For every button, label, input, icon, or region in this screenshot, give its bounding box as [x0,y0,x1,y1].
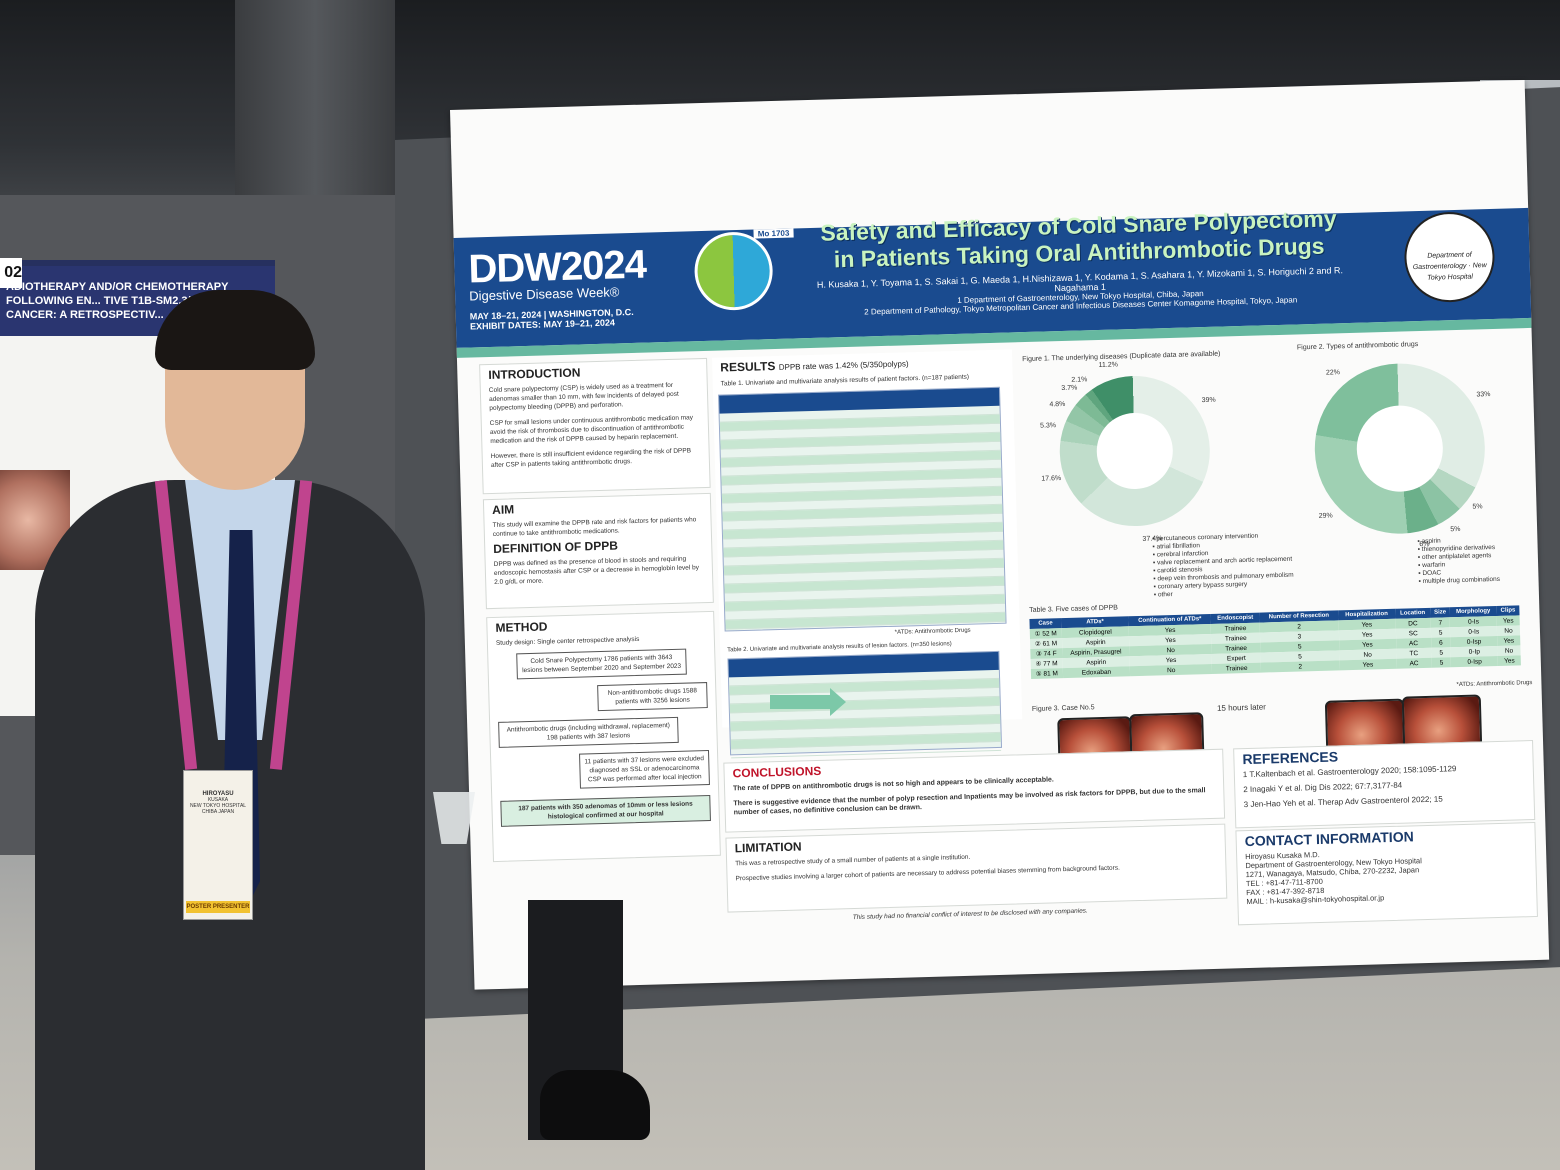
table-cell: Yes [1503,656,1515,665]
table-cell: 2 [1298,662,1303,671]
arrow-head [830,688,846,716]
donut-slice-label: 17.6% [1041,474,1062,483]
flow-box-5: 187 patients with 350 adenomas of 10mm o… [500,795,711,827]
table-3-atd-note: *ATDs: Antithrombotic Drugs [1456,680,1533,689]
table-cell: AC [1409,659,1419,667]
references-heading: REFERENCES [1242,748,1339,768]
table-cell: 0-Isp [1467,657,1482,666]
contact-section: CONTACT INFORMATION Hiroyasu Kusaka M.D.… [1235,821,1538,926]
abstract-tag: Mo 1703 [753,228,794,239]
introduction-section: INTRODUCTION Cold snare polypectomy (CSP… [479,357,711,495]
research-poster: DDW2024 Digestive Disease Week® MAY 18–2… [450,79,1550,990]
reference-2: 2 Inagaki Y et al. Dig Dis 2022; 67:7,31… [1243,780,1403,795]
results-heading-text: RESULTS [720,359,776,375]
donut-slice-label: 5.3% [1040,422,1057,430]
badge-first-name: HIROYASU [202,791,234,797]
introduction-heading: INTRODUCTION [488,365,581,383]
badge-last-name: KUSAKA [207,797,229,803]
flow-box-2: Non-antithrombotic drugs 1588 patients w… [597,682,708,712]
arrow-shaft [770,695,830,709]
contact-heading: CONTACT INFORMATION [1244,828,1414,850]
donut-slice-label: 5% [1472,503,1483,511]
table-1 [718,386,1007,632]
flow-box-4: 11 patients with 37 lesions were exclude… [579,750,710,789]
table-3: Case ATDs* Continuation of ATDs* Endoscopis… [1029,605,1521,679]
passerby-shoes [540,1070,650,1140]
table-cell: No [1504,647,1514,655]
definition-text: DPPB was defined as the presence of bloo… [493,555,700,586]
conclusions-section: CONCLUSIONS The rate of DPPB on antithro… [723,748,1226,833]
method-section: METHOD Study design: Single center retro… [486,610,721,863]
donut-slice-label: 39% [1201,396,1216,405]
ddw-logo: DDW2024 Digestive Disease Week® MAY 18–2… [468,242,680,332]
figure-1-legend: ▪ percutaneous coronary intervention ▪ at… [1152,532,1294,600]
donut-slice-label: 6% [1419,540,1430,548]
figure-2-caption: Figure 2. Types of antithrombotic drugs [1296,341,1419,352]
aim-text: This study will examine the DPPB rate an… [492,516,697,538]
table-cell: ⑤ 81 M [1035,670,1059,678]
coi-note: This study had no financial conflict of … [852,907,1088,922]
flow-box-3: Antithrombotic drugs (including withdraw… [498,716,679,748]
table-cell: 6 [1439,638,1443,647]
table-cell: Edoxaban [1081,668,1112,677]
table-cell: No [1166,666,1176,674]
table-cell: Yes [1503,636,1515,645]
badge-location: CHIBA JAPAN [201,809,235,815]
table-cell: Yes [1362,660,1374,669]
table-cell: Trainee [1225,664,1248,673]
poster-presenter-ribbon: POSTER PRESENTER [186,901,250,913]
donut-slice-label: 5% [1450,525,1461,533]
method-heading: METHOD [495,619,548,635]
dppb-rate: DPPB rate was 1.42% (5/350polyps) [778,359,909,372]
donut-slice-label: 22% [1325,369,1341,377]
results-heading: RESULTS DPPB rate was 1.42% (5/350polyps… [720,356,1004,375]
introduction-point-1: Cold snare polypectomy (CSP) is widely u… [488,381,679,413]
table-cell: 5 [1439,658,1444,667]
figure-1-caption: Figure 1. The underlying diseases (Dupli… [1022,350,1221,364]
table-cell: 5 [1439,648,1444,657]
donut-slice-label: 3.7% [1061,384,1078,393]
definition-heading: DEFINITION OF DPPB [493,538,619,556]
method-design: Study design: Single center retrospectiv… [495,635,640,647]
table-2 [727,650,1003,759]
reference-3: 3 Jen-Hao Yeh et al. Therap Adv Gastroen… [1243,794,1443,810]
table-cell: 7 [1438,618,1443,627]
name-badge: HIROYASU KUSAKA NEW TOKYO HOSPITAL CHIBA… [183,770,253,920]
donut-slice-label: 33% [1476,391,1491,399]
neighbour-board-number: 02 [0,258,22,288]
department-seal-text: Department of Gastroenterology · New Tok… [1412,251,1487,282]
introduction-point-3: However, there is still insufficient evi… [490,447,692,469]
donut-slice-label: 37.4% [1142,535,1163,543]
donut-slice-label: 29% [1318,512,1333,521]
figure-2-legend: ▪ aspirin ▪ thienopyridine derivatives ▪ o… [1417,536,1500,586]
donut-slice-label: 11.2% [1098,361,1119,369]
aim-heading: AIM [491,502,515,517]
table-1-caption: Table 1. Univariate and multivariate ana… [720,373,970,388]
fifteen-hours-later-label: 15 hours later [1216,702,1267,713]
table-3-caption: Table 3. Five cases of DPPB [1029,604,1118,615]
references-section: REFERENCES 1 T.Kaltenbach et al. Gastroe… [1233,740,1536,829]
plastic-cup [433,792,475,844]
limitation-section: LIMITATION This was a retrospective stud… [725,823,1228,913]
badge-institution: NEW TOKYO HOSPITAL [189,803,247,809]
table-header-cell: Clips [1496,605,1520,616]
donut-slice-label: 2.1% [1071,375,1088,384]
figure-3-caption: Figure 3. Case No.5 [1031,704,1095,713]
concrete-pillar [235,0,395,225]
aim-section: AIM This study will examine the DPPB rat… [482,492,714,610]
donut-slice-label: 4.8% [1049,400,1066,409]
table-header-cell: Size [1430,607,1450,618]
table-3-grid: Case ATDs* Continuation of ATDs* Endoscopis… [1029,605,1521,679]
legend-entry: ▪ multiple drug combinations [1418,575,1501,586]
table-cell: 5 [1438,628,1443,637]
presenter-hair [155,290,315,370]
table-cell: Yes [1502,617,1514,625]
table-cell: No [1504,627,1513,635]
introduction-point-2: CSP for small lesions under continuous a… [489,414,694,446]
flow-box-1: Cold Snare Polypectomy 1786 patients wit… [516,648,687,680]
